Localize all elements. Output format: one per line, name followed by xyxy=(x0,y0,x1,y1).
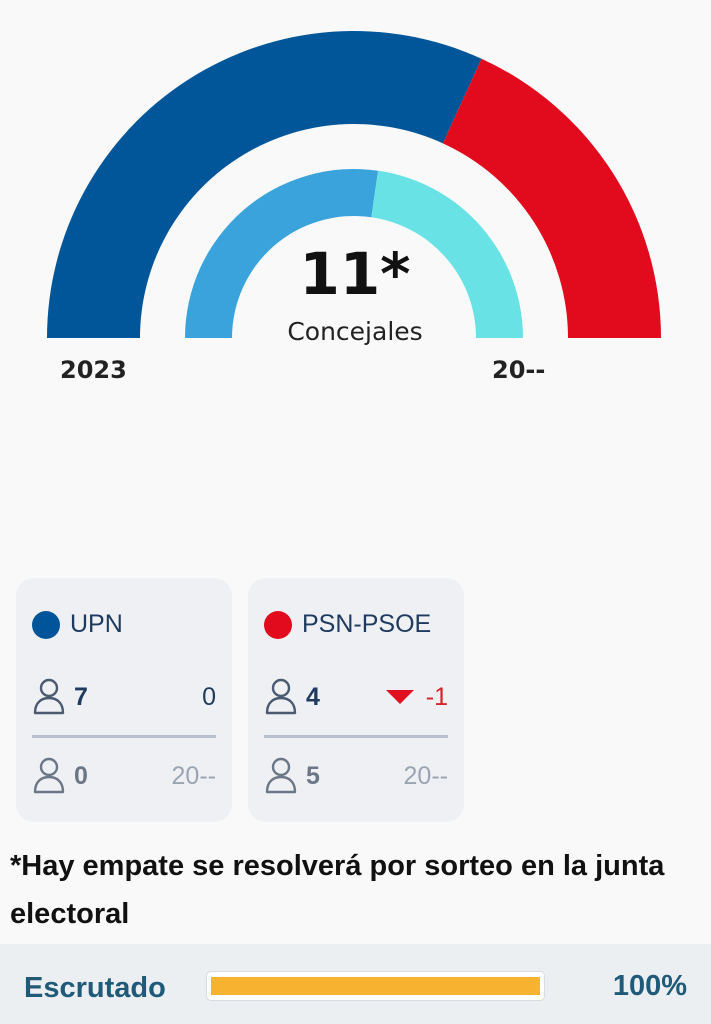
total-seats-label: Concejales xyxy=(287,317,423,346)
party-name: UPN xyxy=(70,610,123,638)
tie-note: *Hay empate se resolverá por sorteo en l… xyxy=(10,850,665,930)
scrutiny-progress-fill xyxy=(211,977,540,995)
card-divider xyxy=(32,735,216,738)
party-card-psn-psoe[interactable]: PSN-PSOE 4 -1 5 20-- xyxy=(248,578,464,822)
inner-ring-previous xyxy=(185,169,523,338)
previous-year: 20-- xyxy=(171,761,216,790)
party-color-dot xyxy=(264,610,292,639)
card-divider xyxy=(264,735,448,738)
triangle-down-icon xyxy=(385,690,414,704)
inner-ring-year-label: 20-- xyxy=(492,356,546,384)
inner-ring-slice-upn xyxy=(185,169,379,338)
inner-ring-slice-psn-psoe xyxy=(371,170,523,338)
party-name: PSN-PSOE xyxy=(302,610,432,638)
outer-ring-slice-psn-psoe xyxy=(442,58,661,338)
party-color-dot xyxy=(32,610,60,639)
person-icon xyxy=(265,678,297,715)
seat-change-value: 0 xyxy=(202,682,216,711)
scrutiny-label: Escrutado xyxy=(24,972,166,1004)
total-seats: 11* xyxy=(299,240,411,308)
previous-seats-row: 5 20-- xyxy=(264,756,448,796)
outer-ring-slice-upn xyxy=(47,30,482,338)
person-icon xyxy=(33,757,65,794)
seats-current: 7 xyxy=(74,682,88,711)
seats-previous: 5 xyxy=(306,761,320,790)
scrutiny-progress-bar xyxy=(207,972,544,1000)
current-seats-row: 4 -1 xyxy=(264,677,448,717)
seat-change: -1 xyxy=(385,682,448,712)
outer-ring-year-label: 2023 xyxy=(60,356,127,384)
scrutiny-percentage: 100% xyxy=(612,970,687,1002)
seats-previous: 0 xyxy=(74,761,88,790)
scrutiny-footer: Escrutado 100% xyxy=(0,944,711,1024)
previous-year: 20-- xyxy=(403,761,448,790)
seat-change: 0 xyxy=(202,683,216,712)
party-card-upn[interactable]: UPN 7 0 0 20-- xyxy=(16,578,232,822)
seat-chart xyxy=(47,30,661,338)
party-header: PSN-PSOE xyxy=(264,610,431,639)
outer-ring-2023 xyxy=(47,30,661,338)
previous-seats-row: 0 20-- xyxy=(32,756,216,796)
seat-change-value: -1 xyxy=(425,682,448,711)
current-seats-row: 7 0 xyxy=(32,677,216,717)
seats-current: 4 xyxy=(306,682,320,711)
person-icon xyxy=(33,678,65,715)
person-icon xyxy=(265,757,297,794)
party-header: UPN xyxy=(32,610,123,639)
